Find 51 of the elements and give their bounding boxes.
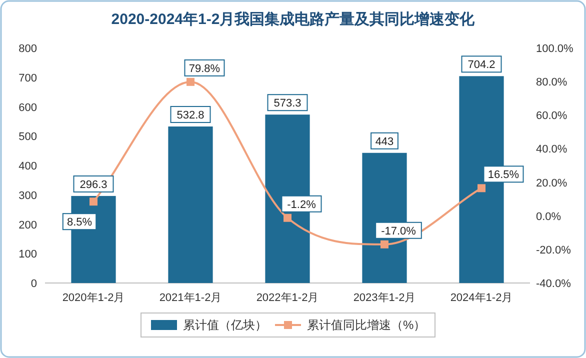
y-tick-label: 500 [18, 131, 37, 144]
y-tick-label: 700 [18, 72, 37, 84]
y-tick-label: 400 [18, 160, 37, 172]
data-label: 443 [370, 132, 398, 150]
x-tick-label: 2022年1-2月 [256, 292, 319, 304]
x-tick-label: 2023年1-2月 [353, 292, 416, 304]
x-tick-label: 2020年1-2月 [62, 292, 125, 304]
data-label: -1.2% [281, 195, 322, 212]
data-label: 79.8% [184, 59, 225, 76]
data-label: -17.0% [381, 225, 416, 238]
point [478, 184, 486, 192]
y-tick-label: 100 [18, 248, 37, 261]
point [380, 240, 388, 248]
data-label: 296.3 [73, 175, 114, 192]
y2-tick-label: 0.0% [536, 210, 562, 223]
data-label: 16.5% [483, 166, 524, 183]
y2-tick-label: 20.0% [536, 177, 568, 190]
data-label: 443 [375, 136, 394, 148]
y-tick-label: 800 [18, 43, 37, 55]
data-label: 573.3 [267, 94, 308, 112]
data-label: 296.3 [80, 178, 108, 191]
data-label: 573.3 [274, 98, 302, 110]
point [186, 78, 194, 86]
data-label: -1.2% [287, 198, 316, 211]
data-label: 704.2 [468, 59, 496, 72]
y-tick-label: 600 [18, 102, 37, 114]
y2-tick-label: 60.0% [536, 110, 568, 122]
y-tick-label: 200 [18, 219, 37, 232]
legend-label: 累计值同比增速（%） [307, 318, 426, 332]
y2-tick-label: 40.0% [536, 144, 568, 156]
data-label: 8.5% [62, 213, 97, 230]
data-label: -17.0% [375, 222, 422, 239]
x-tick-label: 2024年1-2月 [450, 292, 513, 304]
legend-label: 累计值（亿块） [183, 318, 267, 332]
data-label: 8.5% [66, 216, 92, 229]
y2-tick-label: -40.0% [536, 278, 572, 290]
bar [168, 126, 213, 283]
y-tick-label: 0 [30, 278, 37, 290]
y-tick-label: 300 [18, 190, 37, 202]
point [90, 198, 98, 206]
data-label: 532.8 [176, 109, 204, 122]
y2-tick-label: -20.0% [536, 244, 572, 256]
data-label: 16.5% [488, 169, 520, 182]
data-label: 532.8 [170, 106, 211, 123]
y2-tick-label: 100.0% [536, 43, 574, 55]
x-tick-label: 2021年1-2月 [159, 292, 222, 304]
data-label: 79.8% [188, 62, 220, 75]
data-label: 704.2 [461, 56, 502, 73]
point [284, 214, 292, 222]
chart-title: 2020-2024年1-2月我国集成电路产量及其同比增速变化 [111, 10, 476, 28]
y2-tick-label: 80.0% [536, 76, 568, 89]
